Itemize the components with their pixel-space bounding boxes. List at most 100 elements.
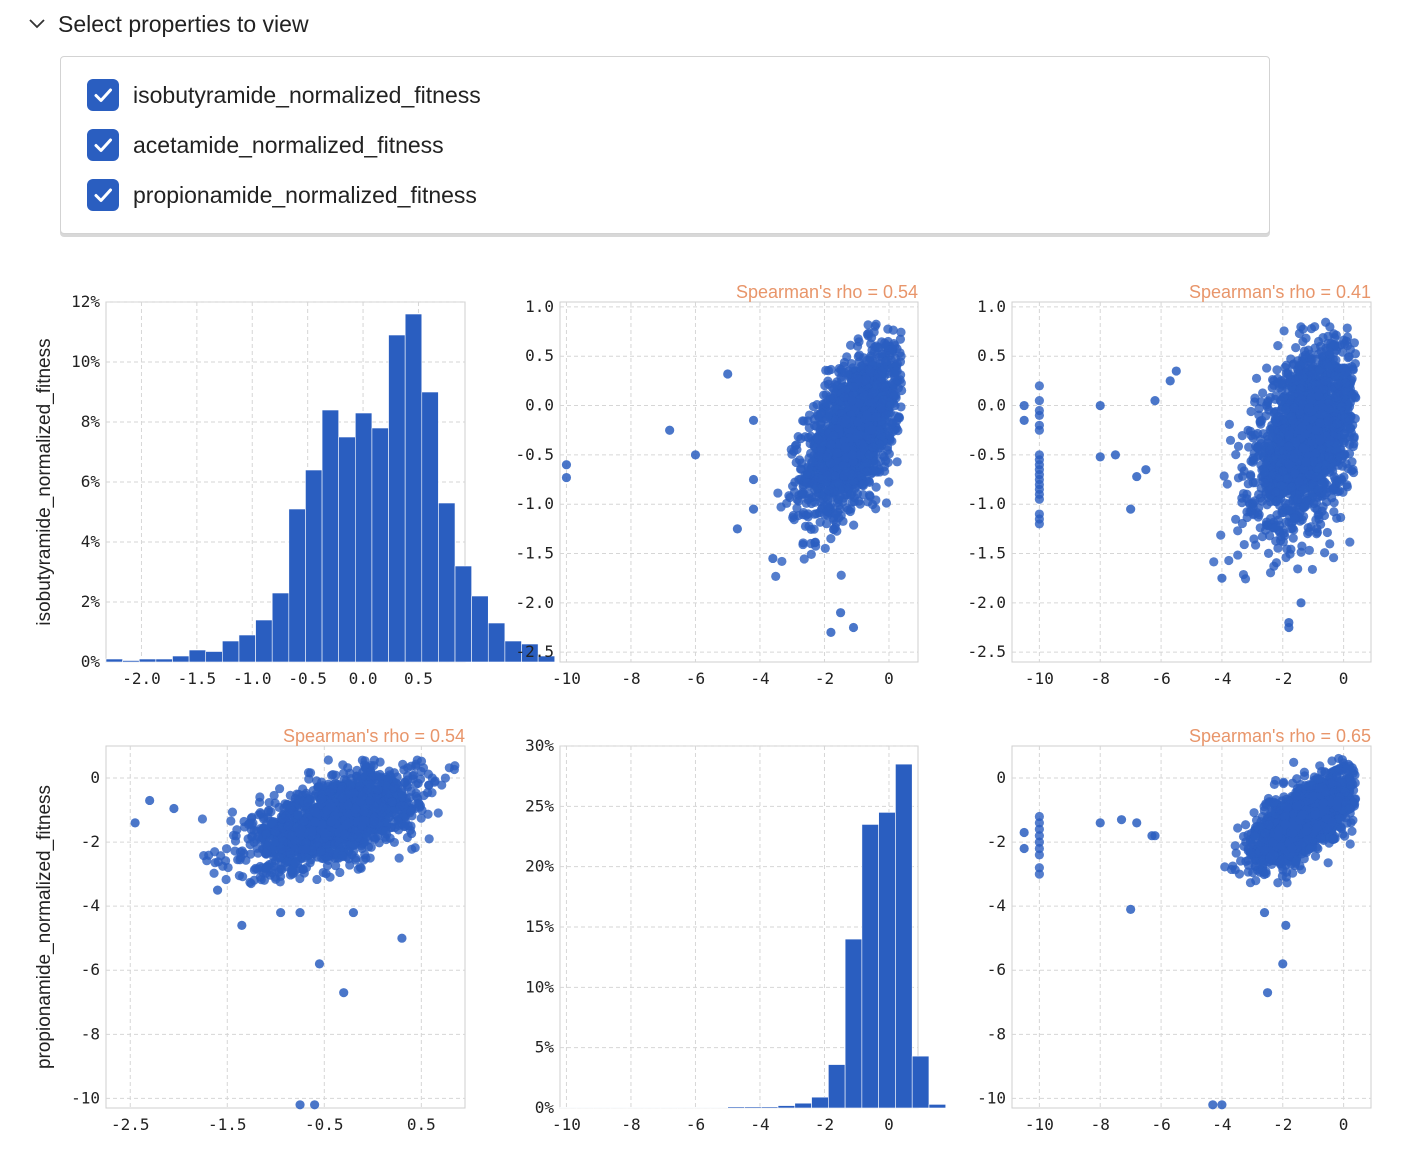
scatter-point <box>1256 397 1266 407</box>
scatter-point <box>794 455 805 465</box>
scatter-point <box>1301 457 1311 467</box>
scatter-point <box>878 395 889 405</box>
y-tick-label: -1.5 <box>515 544 554 563</box>
scatter-point <box>896 402 906 412</box>
scatter-point <box>1290 513 1300 523</box>
scatter-point <box>1270 523 1280 533</box>
scatter-point <box>802 478 812 488</box>
scatter-point <box>864 477 875 487</box>
x-tick-label: -4 <box>1212 669 1231 688</box>
scatter-point <box>884 477 894 487</box>
scatter-point <box>1240 574 1251 584</box>
scatter-point <box>1233 441 1244 451</box>
scatter-point <box>1319 510 1330 521</box>
property-checkbox-isobutyramide[interactable]: isobutyramide_normalized_fitness <box>87 77 481 113</box>
scatter-point <box>868 466 879 476</box>
histogram-bar <box>404 313 423 663</box>
scatter-point <box>1224 419 1235 430</box>
scatter-point <box>1233 550 1243 560</box>
scatter-point-outlier <box>748 474 759 485</box>
checkbox-checked-icon <box>87 79 119 111</box>
scatter-point <box>1297 422 1307 432</box>
scatter-point <box>891 366 901 376</box>
y-tick-label: 1.0 <box>977 297 1006 316</box>
scatter-point <box>1260 478 1270 488</box>
scatter-point <box>1322 527 1332 538</box>
histogram-bar <box>338 436 356 663</box>
y-tick-label: 8% <box>81 412 101 431</box>
scatter-point <box>1328 484 1338 494</box>
x-tick-label: 0.0 <box>349 669 378 688</box>
y-tick-label: -8 <box>81 1024 100 1043</box>
scatter-point <box>424 834 434 844</box>
scatter-point <box>810 497 820 507</box>
scatter-point <box>1265 568 1276 578</box>
scatter-point <box>1273 341 1283 351</box>
scatter-point-outlier <box>723 369 733 379</box>
histogram-bar <box>421 391 439 663</box>
scatter-point <box>1347 465 1357 476</box>
checkbox-checked-icon <box>87 129 119 161</box>
scatter-point <box>1224 555 1234 566</box>
scatter-point <box>832 448 842 458</box>
scatter-point <box>862 410 872 420</box>
toggle-label: Select properties to view <box>58 10 309 37</box>
y-tick-label: 1.0 <box>525 297 554 316</box>
scatter-point <box>1311 515 1321 525</box>
scatter-point <box>1304 403 1314 413</box>
scatter-point <box>895 348 905 358</box>
scatter-point <box>799 554 809 564</box>
scatter-point <box>255 792 265 802</box>
scatter-point <box>1233 526 1243 536</box>
property-checkbox-acetamide[interactable]: acetamide_normalized_fitness <box>87 127 444 163</box>
x-tick-label: -1.5 <box>178 669 217 688</box>
scatter-point <box>1297 541 1307 551</box>
histogram-bar <box>487 622 506 663</box>
scatter-point <box>794 496 804 506</box>
scatter-point <box>896 378 906 388</box>
scatter-point-outlier <box>1165 376 1175 386</box>
scatter-point-outlier <box>748 504 759 514</box>
property-checkbox-propionamide[interactable]: propionamide_normalized_fitness <box>87 177 477 213</box>
scatter-point <box>857 480 868 490</box>
y-tick-label: -1.5 <box>967 544 1006 563</box>
y-tick-label: -4 <box>81 896 100 915</box>
scatter-point <box>1307 564 1318 575</box>
chevron-down-icon <box>29 19 45 29</box>
x-tick-label: 0.5 <box>404 669 433 688</box>
scatter-point <box>833 478 844 488</box>
spearman-annotation: Spearman's rho = 0.41 <box>1189 282 1371 302</box>
scatter-point <box>1303 529 1313 539</box>
scatter-point-outlier <box>561 460 572 470</box>
scatter-point <box>323 755 333 765</box>
scatter-point <box>226 816 236 826</box>
x-tick-label: -6 <box>1151 669 1170 688</box>
scatter-point <box>876 403 886 413</box>
scatter-point <box>394 853 404 863</box>
scatter-point <box>1342 332 1353 342</box>
scatter-point <box>798 539 808 550</box>
scatter-point <box>221 874 231 885</box>
scatter-point <box>888 325 898 335</box>
y-tick-label: -10 <box>71 1088 100 1107</box>
scatter-point-outlier <box>1126 504 1136 514</box>
scatter-point <box>1336 402 1347 412</box>
scatter-point <box>1282 474 1293 484</box>
scatter-point <box>881 498 892 508</box>
scatter-point-outlier <box>1132 471 1142 482</box>
scatter-point <box>799 416 809 426</box>
scatter-point <box>808 457 818 467</box>
collapse-toggle[interactable]: Select properties to view <box>28 8 309 40</box>
y-tick-label: -6 <box>81 960 100 979</box>
scatter-point-outlier <box>1171 366 1181 376</box>
y-tick-label: -2.5 <box>967 642 1006 661</box>
scatter-point <box>1329 507 1339 517</box>
scatter-point <box>1263 548 1274 559</box>
x-tick-label: -8 <box>1091 669 1110 688</box>
scatter-point <box>1264 531 1275 541</box>
scatter-point <box>1332 444 1342 454</box>
scatter-point <box>398 759 408 769</box>
scatter-point <box>871 319 881 329</box>
scatter-point <box>1253 428 1263 439</box>
scatter-point <box>806 549 816 560</box>
